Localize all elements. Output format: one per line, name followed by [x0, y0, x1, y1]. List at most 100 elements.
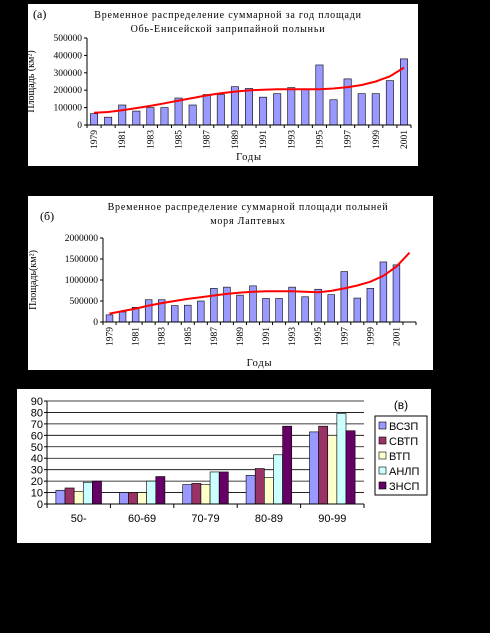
chart-b-bar-1998: [353, 297, 362, 323]
chart-a-bar-2000: [385, 80, 394, 126]
chart-b-bar-2001: [392, 264, 401, 323]
chart-b-bar-1991: [262, 298, 270, 323]
chart-a-title-line: Временное распределение суммарной за год…: [94, 10, 362, 21]
chart-b-bar-2000: [379, 261, 388, 323]
chart-b-bar-1997: [340, 271, 348, 323]
chart-a-bar-1991: [259, 96, 268, 126]
chart-a-ytick-label: 100000: [54, 104, 83, 114]
chart-a-xtick-label: 1983: [146, 130, 156, 149]
chart-a-panel-label: (а): [33, 7, 46, 21]
chart-a-ytick-label: 300000: [54, 69, 83, 79]
chart-b-bar-1999: [366, 288, 375, 323]
chart-b-title-line: Временное распределение суммарной площад…: [108, 202, 389, 213]
chart-c-legend-label-ВСЗП: ВСЗП: [389, 421, 418, 433]
chart-b-ytick-label: 2000000: [65, 234, 99, 244]
chart-c-bar-ВТП-60-69: [137, 492, 147, 505]
chart-c-xtick-label: 60-69: [128, 513, 156, 525]
chart-c-bar-ВСЗП-90-99: [309, 431, 319, 505]
chart-b-xtick-label: 1999: [366, 327, 376, 346]
chart-a-bar-1980: [104, 116, 113, 126]
chart-b-bar-1989: [236, 294, 244, 323]
chart-a-bar-1981: [118, 104, 127, 126]
chart-b-xlabel: Годы: [247, 358, 273, 369]
chart-a-ytick-label: 0: [77, 121, 82, 131]
chart-c-bar-АНЛП-50-: [82, 481, 93, 505]
chart-b-ytick-label: 500000: [70, 297, 99, 307]
chart-a-bar-1990: [245, 88, 253, 126]
chart-b-trend-line: [109, 252, 411, 315]
chart-b-xtick-label: 1991: [262, 327, 272, 346]
chart-a-bar-1994: [301, 89, 310, 126]
chart-a-xtick-label: 1993: [287, 130, 297, 149]
chart-a-xtick-label: 1979: [90, 130, 100, 149]
chart-c-ytick-label: 30: [31, 465, 43, 477]
chart-b-xtick-label: 1993: [288, 327, 298, 346]
chart-c-legend-swatch-СВТП: [378, 436, 387, 445]
chart-a-xtick-label: 1997: [344, 130, 354, 149]
chart-a-xtick-label: 1987: [203, 130, 213, 149]
chart-a-bar-1979: [90, 113, 99, 126]
chart-c-ytick-label: 50: [31, 442, 43, 454]
chart-c-xtick-label: 90-99: [318, 513, 346, 525]
chart-c-legend-swatch-ЗНСП: [378, 481, 387, 490]
chart-b-xtick-label: 1981: [132, 327, 142, 346]
chart-c-ytick-label: 90: [31, 396, 43, 408]
chart-a-ytick-label: 400000: [54, 51, 83, 61]
chart-b-xtick-label: 1979: [106, 327, 116, 346]
chart-a-xtick-label: 2001: [400, 130, 410, 149]
chart-b-title-line: моря Лаптевых: [210, 216, 286, 227]
chart-c-bar-ЗНСП-90-99: [345, 430, 356, 505]
chart-a-ytick-label: 200000: [54, 86, 83, 96]
chart-a-trend-line: [93, 66, 405, 114]
chart-c-xtick-label: 80-89: [255, 513, 283, 525]
chart-c-legend-swatch-ВСЗП: [378, 421, 387, 430]
chart-c-bar-ВСЗП-60-69: [118, 492, 129, 505]
chart-c-legend-swatch-ВТП: [378, 451, 387, 460]
chart-c-bar-ЗНСП-50-: [92, 480, 102, 505]
chart-c-legend-swatch-АНЛП: [378, 466, 387, 475]
chart-a-xtick-label: 1981: [118, 130, 128, 149]
chart-a-bar-1984: [160, 107, 169, 126]
chart-c-legend-label-ВТП: ВТП: [389, 451, 410, 463]
chart-c-bar-СВТП-90-99: [318, 425, 329, 505]
chart-b-xtick-label: 1997: [340, 327, 350, 346]
chart-a-bar-1988: [216, 94, 225, 126]
chart-b-bar-1980: [118, 311, 127, 323]
chart-b-bar-1996: [327, 294, 335, 323]
chart-c-bar-ЗНСП-80-89: [282, 425, 293, 505]
chart-a-bar-1992: [273, 93, 282, 126]
chart-b-ylabel: Площадь(км²): [28, 250, 39, 310]
chart-c-ytick-label: 80: [31, 407, 43, 419]
chart-panel-a: (а) Временное распределение суммарной за …: [26, 4, 418, 166]
chart-b-bar-1984: [171, 305, 179, 323]
chart-c-legend-label-АНЛП: АНЛП: [389, 466, 419, 478]
chart-a-bar-1982: [132, 110, 141, 126]
chart-b-xtick-label: 1995: [314, 327, 324, 346]
chart-b-xtick-label: 1983: [158, 327, 168, 346]
chart-b-panel-label: (б): [40, 209, 54, 223]
chart-b-xtick-label: 1985: [184, 327, 194, 346]
chart-a-xlabel: Годы: [236, 152, 262, 163]
chart-c-bar-СВТП-50-: [64, 487, 75, 505]
chart-a-ylabel: Площадь (км²): [26, 50, 37, 112]
chart-b-bar-1995: [314, 288, 322, 323]
chart-b-ytick-label: 1500000: [65, 255, 99, 265]
chart-c-ytick-label: 20: [31, 476, 43, 488]
chart-b-bar-1987: [210, 288, 218, 323]
chart-c-bar-СВТП-60-69: [128, 492, 138, 505]
chart-c-ytick-label: 70: [31, 419, 43, 431]
chart-c-legend-label-СВТП: СВТП: [389, 436, 418, 448]
chart-c-bar-АНЛП-90-99: [336, 413, 347, 505]
chart-c-bar-ЗНСП-70-79: [218, 471, 229, 505]
chart-a-xtick-label: 1999: [372, 130, 382, 149]
chart-b-xtick-label: 2001: [392, 327, 402, 346]
chart-b-bar-1985: [184, 304, 192, 323]
chart-c-bar-ВТП-90-99: [327, 435, 338, 505]
chart-c-bar-АНЛП-60-69: [146, 480, 157, 505]
chart-c-bar-ЗНСП-60-69: [155, 476, 166, 505]
chart-c-xtick-label: 50-: [71, 513, 87, 525]
chart-c-legend-label-ЗНСП: ЗНСП: [389, 481, 420, 493]
chart-b-bar-1979: [105, 314, 114, 323]
chart-a-bar-1987: [202, 94, 211, 126]
chart-a-bar-1995: [315, 64, 324, 126]
